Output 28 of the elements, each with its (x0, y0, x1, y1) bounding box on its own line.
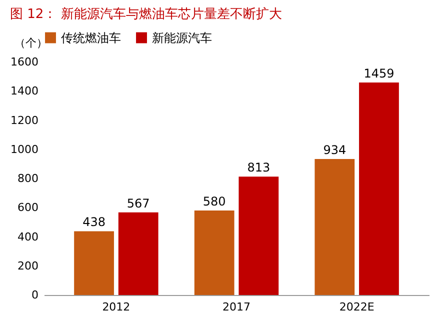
y-tick-label: 1200 (10, 114, 38, 127)
y-tick-label: 1400 (10, 84, 38, 98)
legend-label: 新能源汽车 (152, 30, 212, 45)
data-label: 934 (323, 142, 346, 157)
y-tick-label: 800 (18, 172, 38, 185)
x-tick-label: 2012 (102, 300, 130, 314)
bar (238, 176, 279, 295)
legend-label: 传统燃油车 (61, 30, 121, 45)
y-tick-label: 0 (32, 288, 38, 302)
chart-title: 图 12： 新能源汽车与燃油车芯片量差不断扩大 (10, 7, 282, 22)
x-tick-label: 2022E (339, 300, 374, 314)
x-tick-label: 2017 (222, 300, 250, 314)
y-tick-label: 1600 (10, 56, 38, 68)
y-axis-title: （个） (14, 36, 48, 50)
bar (74, 231, 114, 295)
bar (314, 158, 355, 295)
data-label: 1459 (364, 66, 394, 81)
data-label: 580 (202, 194, 226, 209)
data-label: 567 (126, 196, 150, 210)
y-tick-label: 200 (18, 259, 38, 272)
bar (118, 212, 158, 295)
data-label: 438 (82, 215, 106, 230)
bar (194, 210, 234, 295)
bar (359, 82, 399, 295)
data-label: 813 (247, 160, 270, 175)
y-tick-label: 400 (18, 230, 38, 244)
y-tick-label: 600 (18, 201, 38, 214)
y-tick-label: 1000 (10, 142, 38, 156)
